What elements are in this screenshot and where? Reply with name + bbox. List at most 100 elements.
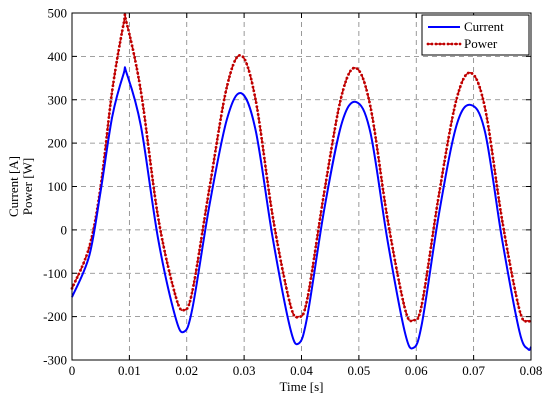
series-marker-power [521,317,525,321]
series-marker-power [382,191,385,195]
series-marker-power [115,60,119,64]
series-marker-power [148,154,152,158]
series-marker-power [142,111,146,115]
series-marker-power [494,180,498,184]
series-marker-power [221,106,225,110]
series-marker-power [507,255,510,259]
series-marker-power [502,231,506,235]
series-marker-power [476,82,480,85]
series-marker-power [446,139,450,143]
series-marker-power [135,67,139,71]
series-marker-power [449,124,453,127]
legend-marker-power [450,42,454,46]
series-marker-power [110,88,114,92]
series-marker-power [322,190,326,194]
legend-marker-power [426,42,430,46]
series-marker-power [107,116,111,119]
series-marker-power [229,71,232,75]
series-marker-power [198,244,202,248]
series-marker-power [247,70,251,73]
series-marker-power [328,158,331,162]
series-marker-power [105,136,109,139]
series-marker-power [511,278,515,282]
series-marker-power [288,302,292,306]
series-marker-power [317,221,321,225]
y-axis-label: Current [A] Power [W] [6,156,35,217]
series-marker-power [107,112,111,115]
series-marker-power [246,66,250,70]
series-marker-power [517,306,521,310]
series-marker-power [279,259,283,263]
series-marker-power [473,74,477,78]
series-marker-power [118,40,122,44]
series-marker-power [500,215,504,219]
series-marker-power [264,164,267,168]
series-marker-power [251,85,255,89]
x-axis-ticks: 0 0.01 0.02 0.03 0.04 0.05 0.06 0.07 0.08 [69,13,542,378]
series-marker-power [75,276,79,279]
series-marker-power [190,291,194,295]
series-marker-power [156,214,160,218]
series-marker-power [191,287,195,291]
series-marker-power [358,70,362,74]
series-marker-power [301,312,305,316]
series-marker-power [201,224,205,228]
series-marker-power [270,212,274,215]
series-marker-power [433,218,437,222]
series-marker-power [188,299,192,303]
series-marker-power [390,242,394,246]
series-marker-power [482,101,486,105]
series-marker-power [79,268,82,272]
series-marker-power [104,139,108,143]
series-marker-power [134,63,138,67]
series-marker-power [277,247,280,251]
series-marker-power [427,258,431,262]
series-marker-power [395,270,399,274]
series-marker-power [124,17,127,20]
series-marker-power [145,131,149,134]
series-marker-power [420,301,424,305]
series-marker-power [222,98,226,102]
x-tick-label: 0.03 [233,363,256,378]
series-marker-power [192,280,196,283]
legend: Current Power [421,14,530,56]
series-marker-power [498,207,502,211]
series-marker-power [361,77,365,81]
series-marker-power [172,288,176,292]
y-axis-ticks: -300 -200 -100 0 100 200 300 400 500 [43,6,531,368]
series-marker-power [470,72,474,75]
series-marker-power [219,118,222,122]
series-marker-power [486,120,490,124]
series-marker-power [223,94,227,98]
legend-marker-power [458,42,462,46]
series-marker-power [208,185,212,189]
series-marker-power [212,161,215,165]
series-marker-power [450,120,454,123]
series-marker-power [487,128,491,132]
series-marker-power [380,179,384,183]
series-marker-power [111,84,115,88]
series-marker-power [454,100,458,104]
series-marker-power [206,197,210,201]
series-marker-power [498,204,502,207]
series-marker-power [391,246,395,250]
series-marker-power [286,294,290,298]
series-marker-power [106,128,109,131]
series-marker-power [209,177,213,181]
series-marker-power [375,143,379,147]
series-marker-power [255,105,259,108]
series-marker-power [284,282,287,286]
series-marker-power [117,44,121,48]
series-marker-power [387,227,391,230]
series-marker-power [394,266,398,270]
series-marker-power [178,307,182,311]
series-marker-power [203,216,206,220]
series-marker-power [77,272,81,276]
series-marker-power [377,159,381,163]
series-marker-power [486,124,490,128]
series-marker-power [140,99,144,103]
series-marker-power [438,187,442,190]
series-marker-power [262,156,266,160]
series-marker-power [388,231,392,234]
series-marker-power [360,73,364,77]
